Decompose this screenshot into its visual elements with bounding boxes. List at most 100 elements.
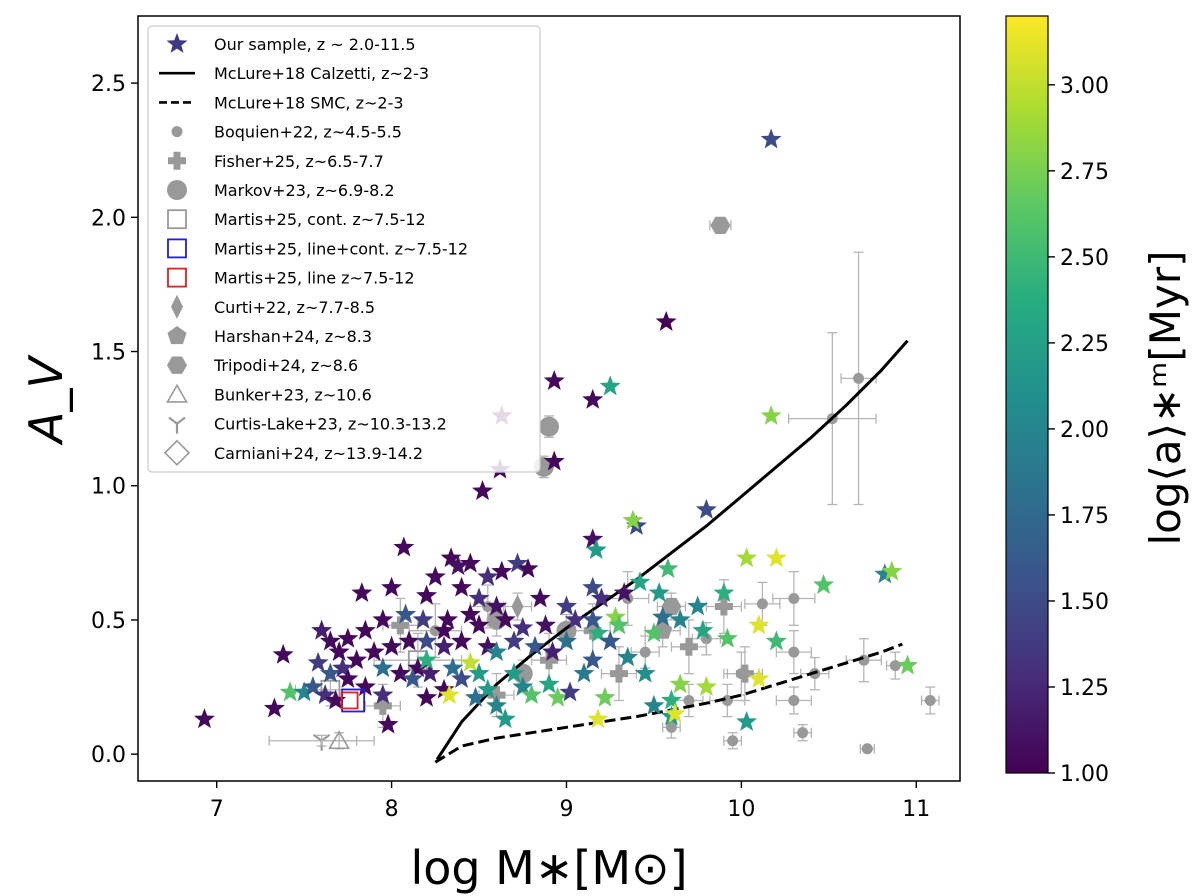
legend-marker-small-circle <box>171 126 183 138</box>
sample-star-point <box>433 619 455 640</box>
sample-star-point <box>459 651 481 672</box>
sample-star-point <box>433 678 455 699</box>
sample-star-point <box>582 649 604 670</box>
sample-star-point <box>293 681 315 702</box>
literature-point <box>320 730 358 750</box>
sample-star-point <box>402 668 424 688</box>
sample-star-point <box>556 595 577 616</box>
sample-star-point <box>442 657 464 678</box>
sample-star-point <box>669 608 691 629</box>
legend-item: Martis+25, line z~7.5-12 <box>167 267 415 288</box>
sample-star-point <box>613 582 635 602</box>
sample-star-point <box>556 630 577 651</box>
sample-star-point <box>477 635 499 656</box>
sample-star-point <box>363 641 385 662</box>
sample-star-point <box>416 584 438 605</box>
sample-star-point <box>813 574 835 594</box>
sample-star-point <box>543 450 565 471</box>
sample-star-point <box>311 619 333 640</box>
legend-item: Tripodi+24, z~8.6 <box>167 356 358 375</box>
sample-star-point <box>503 630 525 651</box>
sample-star-point <box>736 547 758 568</box>
sample-star-point <box>587 622 609 643</box>
legend: Our sample, z ~ 2.0-11.5 McLure+18 Calzet… <box>147 25 541 473</box>
sample-star-point <box>582 528 604 549</box>
sample-star-point <box>494 608 516 629</box>
legend-item: Boquien+22, z~4.5-5.5 <box>171 123 402 142</box>
literature-marker-open-triangle <box>328 730 351 750</box>
legend-item: McLure+18 Calzetti, z~2-3 <box>159 64 429 83</box>
literature-marker-small-circle <box>861 743 873 755</box>
legend-marker-pentagon <box>167 326 187 345</box>
y-tick-label: 0.5 <box>91 609 126 634</box>
y-axis-label: A_V <box>19 354 73 446</box>
sample-star-point <box>643 622 665 643</box>
sample-star-point <box>524 635 546 656</box>
sample-star-point <box>354 676 376 696</box>
sample-star-point <box>687 595 709 616</box>
sample-star-point <box>279 681 301 702</box>
sample-star-point <box>381 635 403 656</box>
sample-star-point <box>605 606 626 627</box>
x-axis-ticks: 7 8 9 10 11 <box>210 781 930 822</box>
legend-item: Curtis-Lake+23, z~10.3-13.2 <box>168 415 447 434</box>
legend-marker-hexagon <box>167 356 187 374</box>
sample-star-point <box>503 662 525 683</box>
sample-star-point <box>319 630 341 651</box>
literature-point <box>600 646 638 702</box>
legend-item: Carniani+24, z~13.9-14.2 <box>163 439 423 466</box>
literature-point <box>726 646 764 702</box>
colorbar: 1.00 1.25 1.50 1.75 2.00 2.25 2.50 2.75 3.00 log… <box>1005 15 1190 787</box>
sample-star-point <box>760 128 782 149</box>
literature-marker-thin-diamond <box>511 594 524 619</box>
legend-label: Boquien+22, z~4.5-5.5 <box>214 123 402 142</box>
literature-marker-plus <box>735 664 754 683</box>
sample-star-point <box>765 630 787 651</box>
legend-item: Markov+23, z~6.9-8.2 <box>167 180 395 200</box>
legend-label: McLure+18 Calzetti, z~2-3 <box>214 64 429 83</box>
sample-star-point <box>716 627 738 648</box>
sample-star-point <box>194 708 215 729</box>
x-tick-label: 10 <box>727 797 755 822</box>
literature-marker-hexagon <box>710 216 731 235</box>
literature-point <box>539 415 559 439</box>
legend-item: Martis+25, cont. z~7.5-12 <box>167 209 426 230</box>
sample-star-point <box>319 662 341 683</box>
sample-star-point <box>437 608 459 629</box>
legend-label: Martis+25, line+cont. z~7.5-12 <box>214 239 468 258</box>
sample-star-point <box>713 582 735 602</box>
sample-star-point <box>535 614 556 635</box>
legend-item: Fisher+25, z~6.5-7.7 <box>168 151 384 171</box>
literature-point <box>723 732 743 750</box>
sample-star-point <box>412 608 434 629</box>
sample-star-point <box>643 694 665 715</box>
sample-star-point <box>328 641 350 662</box>
literature-point <box>772 570 816 626</box>
sample-star-point <box>652 606 674 627</box>
literature-marker-small-circle <box>665 721 677 733</box>
sample-star-point <box>507 552 528 573</box>
sample-star-point <box>585 539 607 560</box>
sample-star-point <box>748 668 770 688</box>
sample-star-point <box>477 566 499 586</box>
sample-star-point <box>564 608 586 629</box>
martis-line-point <box>340 691 359 710</box>
sample-star-point <box>897 654 918 675</box>
sample-star-point <box>582 576 604 597</box>
sample-star-point <box>543 370 565 390</box>
legend-label: Bunker+23, z~10.6 <box>214 385 372 404</box>
legend-marker-open-square <box>167 209 187 230</box>
sample-star-point <box>760 404 782 425</box>
legend-label: Martis+25, line z~7.5-12 <box>214 269 415 288</box>
sample-star-point <box>307 651 329 672</box>
sample-star-point <box>263 697 285 718</box>
literature-point <box>709 216 732 235</box>
sample-star-point <box>587 708 609 729</box>
literature-points-layer <box>268 216 940 755</box>
sample-star-point <box>591 587 612 608</box>
colorbar-tick-label: 1.50 <box>1060 590 1109 615</box>
sample-star-point <box>468 587 490 608</box>
sample-star-point <box>669 673 691 694</box>
sample-star-point <box>346 649 368 670</box>
sample-star-point <box>695 498 717 519</box>
